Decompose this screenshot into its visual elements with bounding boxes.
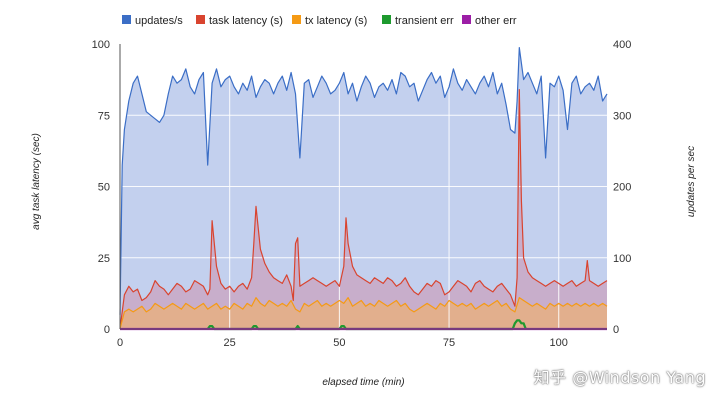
- gridlines: [120, 43, 607, 329]
- legend-swatch: [292, 15, 301, 24]
- x-tick-label: 25: [224, 337, 236, 349]
- series-area: [120, 47, 607, 329]
- legend-label: other err: [475, 15, 517, 27]
- x-tick-label: 50: [333, 337, 345, 349]
- left-tick-label: 50: [98, 182, 110, 194]
- legend-item: other err: [462, 15, 517, 27]
- series-areas: [120, 47, 607, 329]
- right-tick-label: 300: [613, 110, 631, 122]
- axes: [119, 44, 607, 330]
- right-axis-title: updates per sec: [686, 146, 697, 217]
- left-tick-label: 0: [104, 324, 110, 336]
- legend-item: updates/s: [122, 15, 183, 27]
- series-area: [120, 297, 607, 329]
- watermark: 知乎 @Windson Yang: [533, 368, 706, 387]
- tick-labels: 0 25 50 75 100 0 100 200 300 400 0 25 50 75 100: [92, 39, 632, 349]
- left-tick-label: 100: [92, 39, 110, 51]
- x-axis-title: elapsed time (min): [322, 377, 404, 388]
- right-tick-label: 400: [613, 39, 631, 51]
- right-tick-label: 200: [613, 182, 631, 194]
- series-line: [119, 297, 608, 330]
- legend-swatch: [382, 15, 391, 24]
- series-line: [119, 89, 608, 330]
- right-tick-label: 100: [613, 253, 631, 265]
- legend-label: tx latency (s): [305, 15, 367, 27]
- left-axis-title: avg task latency (sec): [31, 133, 42, 230]
- legend-label: task latency (s): [209, 15, 283, 27]
- x-tick-label: 75: [443, 337, 455, 349]
- legend-swatch: [462, 15, 471, 24]
- right-tick-label: 0: [613, 324, 619, 336]
- legend-label: updates/s: [135, 15, 183, 27]
- legend-label: transient err: [395, 15, 454, 27]
- left-tick-label: 75: [98, 110, 110, 122]
- legend: updates/s task latency (s) tx latency (s) t…: [122, 15, 517, 27]
- legend-item: tx latency (s): [292, 15, 367, 27]
- left-tick-label: 25: [98, 253, 110, 265]
- legend-item: transient err: [382, 15, 454, 27]
- series-line: [119, 47, 608, 315]
- x-tick-label: 100: [550, 337, 568, 349]
- legend-item: task latency (s): [196, 15, 283, 27]
- legend-swatch: [122, 15, 131, 24]
- x-tick-label: 0: [117, 337, 123, 349]
- legend-swatch: [196, 15, 205, 24]
